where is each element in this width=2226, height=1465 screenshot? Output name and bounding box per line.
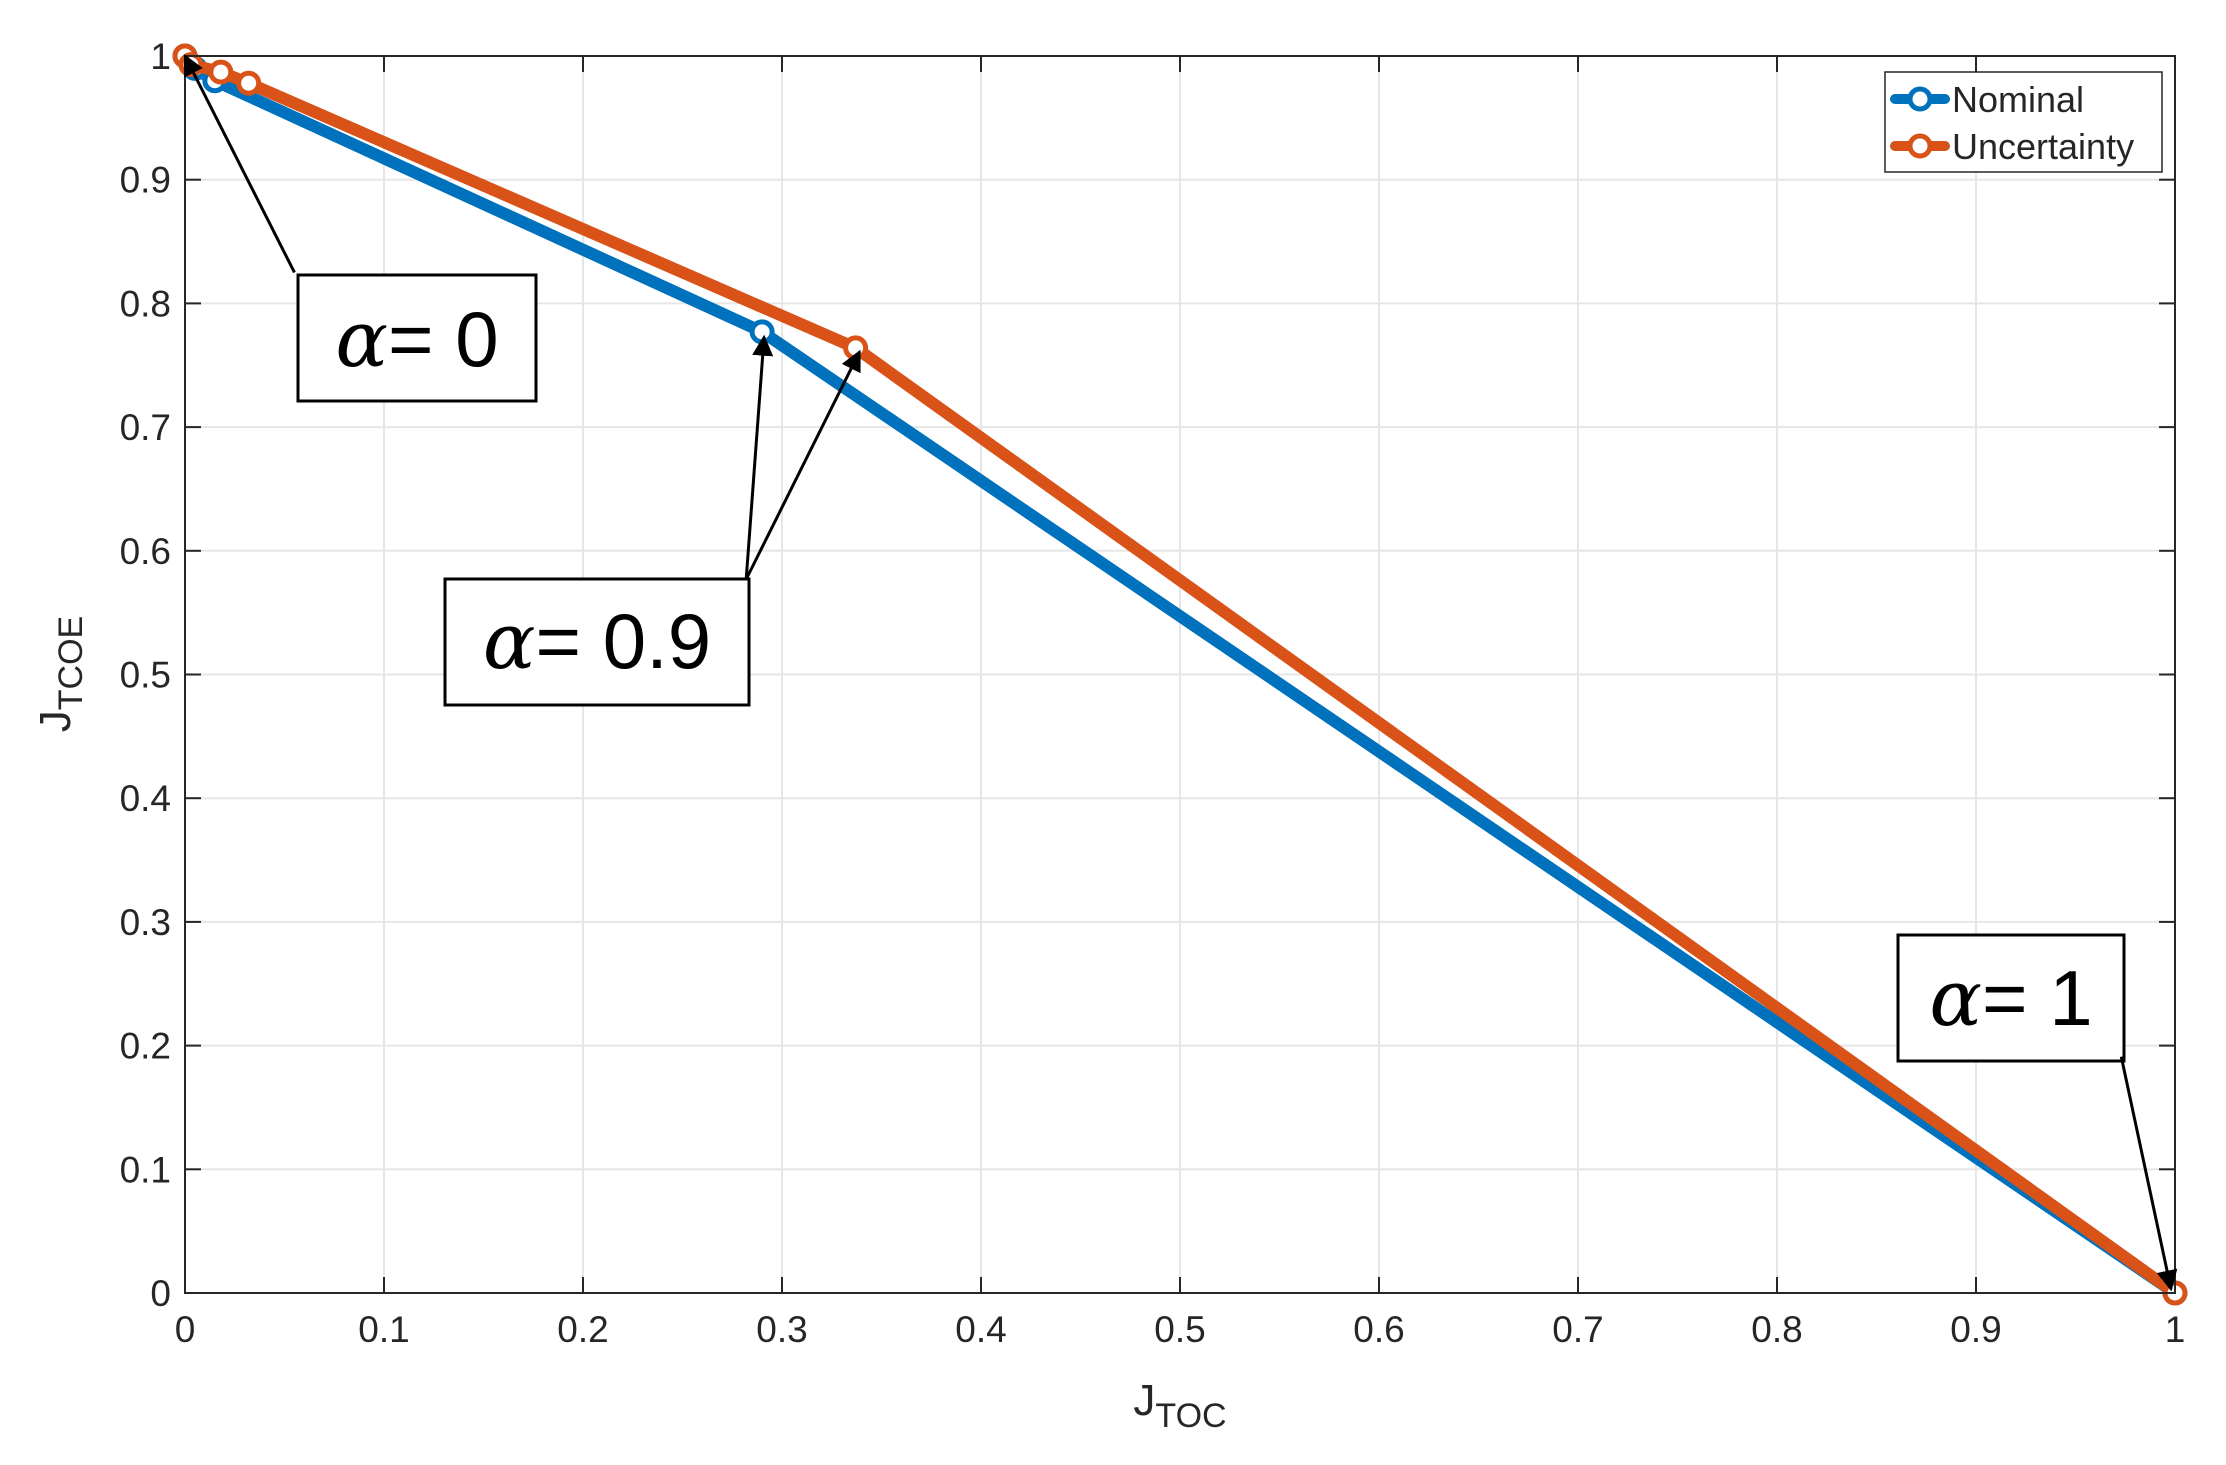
- annotation-box: [1896, 933, 2126, 1063]
- annotation-arrow: [2119, 1056, 2178, 1292]
- annotation-arrow: [183, 54, 296, 274]
- y-tick-label: 0.6: [120, 531, 171, 572]
- x-tick-label: 0.9: [1950, 1309, 2001, 1350]
- annotation-label: α= 0.9: [483, 597, 711, 687]
- legend-box: [1884, 71, 2163, 173]
- x-tick-label: 0.2: [557, 1309, 608, 1350]
- legend-item-uncertainty: Uncertainty: [1890, 126, 2134, 167]
- axis-ticks: [184, 55, 2176, 1294]
- x-tick-label: 0.1: [358, 1309, 409, 1350]
- y-tick-label: 0: [150, 1273, 171, 1314]
- legend-label-uncertainty: Uncertainty: [1952, 126, 2134, 167]
- data-point-uncertainty: [843, 335, 869, 361]
- y-axis-label: JTCOE: [31, 616, 90, 732]
- annotation-alpha-0: α= 0: [296, 273, 538, 403]
- annotation-alpha-1: α= 1: [1896, 933, 2126, 1063]
- legend-label-nominal: Nominal: [1952, 79, 2084, 120]
- x-tick-label: 0: [175, 1309, 196, 1350]
- annotation-value: = 1: [1982, 954, 2093, 1042]
- annotation-value: = 0: [388, 295, 499, 383]
- y-tick-label: 0.9: [120, 160, 171, 201]
- data-point-uncertainty: [208, 59, 234, 85]
- legend-swatch-marker: [1907, 133, 1933, 159]
- y-tick-label: 0.4: [120, 778, 171, 819]
- y-tick-label: 0.8: [120, 283, 171, 324]
- annotation-alpha-symbol: α: [335, 295, 388, 385]
- annotation-arrows: [183, 54, 2178, 1292]
- x-axis-label: JTOC: [1133, 1376, 1226, 1435]
- x-axis-label-subscript: TOC: [1155, 1397, 1226, 1435]
- y-axis-label-subscript: TCOE: [52, 616, 90, 710]
- annotation-box: [443, 577, 751, 707]
- annotation-value: = 0.9: [536, 597, 712, 685]
- annotation-alpha-symbol: α: [1929, 954, 1982, 1044]
- x-tick-label: 0.8: [1751, 1309, 1802, 1350]
- data-point-nominal: [749, 319, 775, 345]
- legend: Nominal Uncertainty: [1884, 71, 2163, 173]
- legend-item-nominal: Nominal: [1890, 79, 2084, 120]
- annotation-arrow: [744, 334, 774, 580]
- x-axis-label-main: J: [1133, 1376, 1155, 1425]
- legend-swatch-marker: [1907, 86, 1933, 112]
- annotation-label: α= 0: [335, 295, 498, 385]
- data-point-uncertainty: [236, 70, 262, 96]
- x-tick-label: 1: [2165, 1309, 2186, 1350]
- y-tick-label: 0.7: [120, 407, 171, 448]
- x-tick-label: 0.7: [1552, 1309, 1603, 1350]
- y-axis-label-main: J: [31, 710, 80, 732]
- y-tick-label: 0.2: [120, 1026, 171, 1067]
- x-tick-label: 0.6: [1353, 1309, 1404, 1350]
- x-tick-label: 0.5: [1154, 1309, 1205, 1350]
- y-tick-label: 0.5: [120, 655, 171, 696]
- x-tick-label: 0.4: [955, 1309, 1006, 1350]
- annotation-box: [296, 273, 538, 403]
- annotation-alpha-symbol: α: [483, 597, 536, 687]
- annotation-label: α= 1: [1929, 954, 2092, 1044]
- annotation-alpha-0-9: α= 0.9: [443, 577, 751, 707]
- y-tick-label: 0.3: [120, 902, 171, 943]
- y-tick-label: 1: [150, 36, 171, 77]
- x-tick-label: 0.3: [756, 1309, 807, 1350]
- annotations: α= 0 α= 0.9 α= 1: [296, 273, 2126, 1063]
- annotation-arrow: [744, 349, 861, 580]
- tick-labels: 0 0.1 0.2 0.3 0.4 0.5 0.6 0.7 0.8 0.9 1 0 0.1 0.2 0.3 0…: [120, 36, 2186, 1350]
- y-tick-label: 0.1: [120, 1149, 171, 1190]
